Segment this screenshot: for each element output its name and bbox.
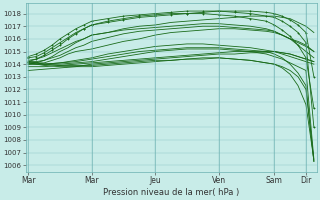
X-axis label: Pression niveau de la mer( hPa ): Pression niveau de la mer( hPa ) — [103, 188, 239, 197]
